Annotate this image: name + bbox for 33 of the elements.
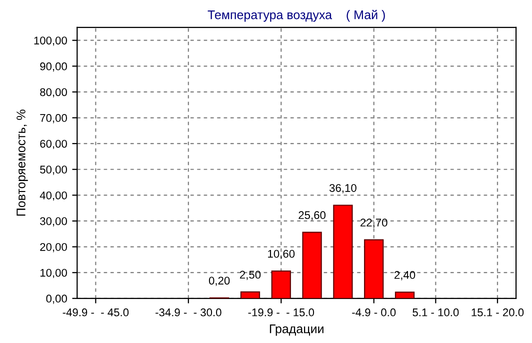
bar (333, 204, 353, 298)
bar (240, 291, 260, 298)
data-label: 2,50 (240, 270, 261, 280)
data-label: 10,60 (268, 250, 295, 260)
data-label: 25,60 (298, 211, 326, 220)
y-tick-label: 20,00 (40, 243, 67, 252)
bar (271, 270, 291, 298)
x-tick-label: -19.9 - - 15.0 (248, 308, 314, 316)
y-tick-label: 50,00 (40, 166, 67, 175)
x-tick-label: 5.1 - 10.0 (412, 308, 459, 316)
y-tick-label: 10,00 (40, 268, 67, 278)
x-tick-label: 15.1 - 20.0 (472, 308, 524, 316)
y-tick-label: 60,00 (40, 140, 67, 150)
y-tick-label: 0,00 (46, 294, 67, 304)
data-label: 2,40 (394, 271, 416, 280)
x-tick-label: -34.9 - - 30.0 (156, 308, 222, 316)
y-tick-label: 80,00 (40, 88, 67, 98)
bar (394, 292, 415, 298)
y-axis-title: Повторяемость, % (16, 110, 28, 216)
chart-title: Температура воздуха ( Май ) (208, 10, 385, 22)
y-tick-label: 40,00 (40, 191, 67, 201)
bar (302, 232, 322, 298)
x-axis-title: Градации (270, 324, 324, 336)
y-tick-label: 100,00 (34, 36, 67, 46)
bar (364, 239, 384, 298)
y-tick-label: 90,00 (40, 62, 67, 72)
x-tick-label: -49.9 - - 45.0 (62, 308, 129, 316)
data-label: 0,20 (208, 276, 230, 286)
data-label: 22,70 (360, 218, 388, 228)
x-tick-label: -4.9 - 0.0 (352, 308, 396, 316)
data-label: 36,10 (329, 184, 356, 194)
y-tick-label: 70,00 (40, 114, 67, 124)
y-tick-label: 30,00 (40, 217, 67, 226)
